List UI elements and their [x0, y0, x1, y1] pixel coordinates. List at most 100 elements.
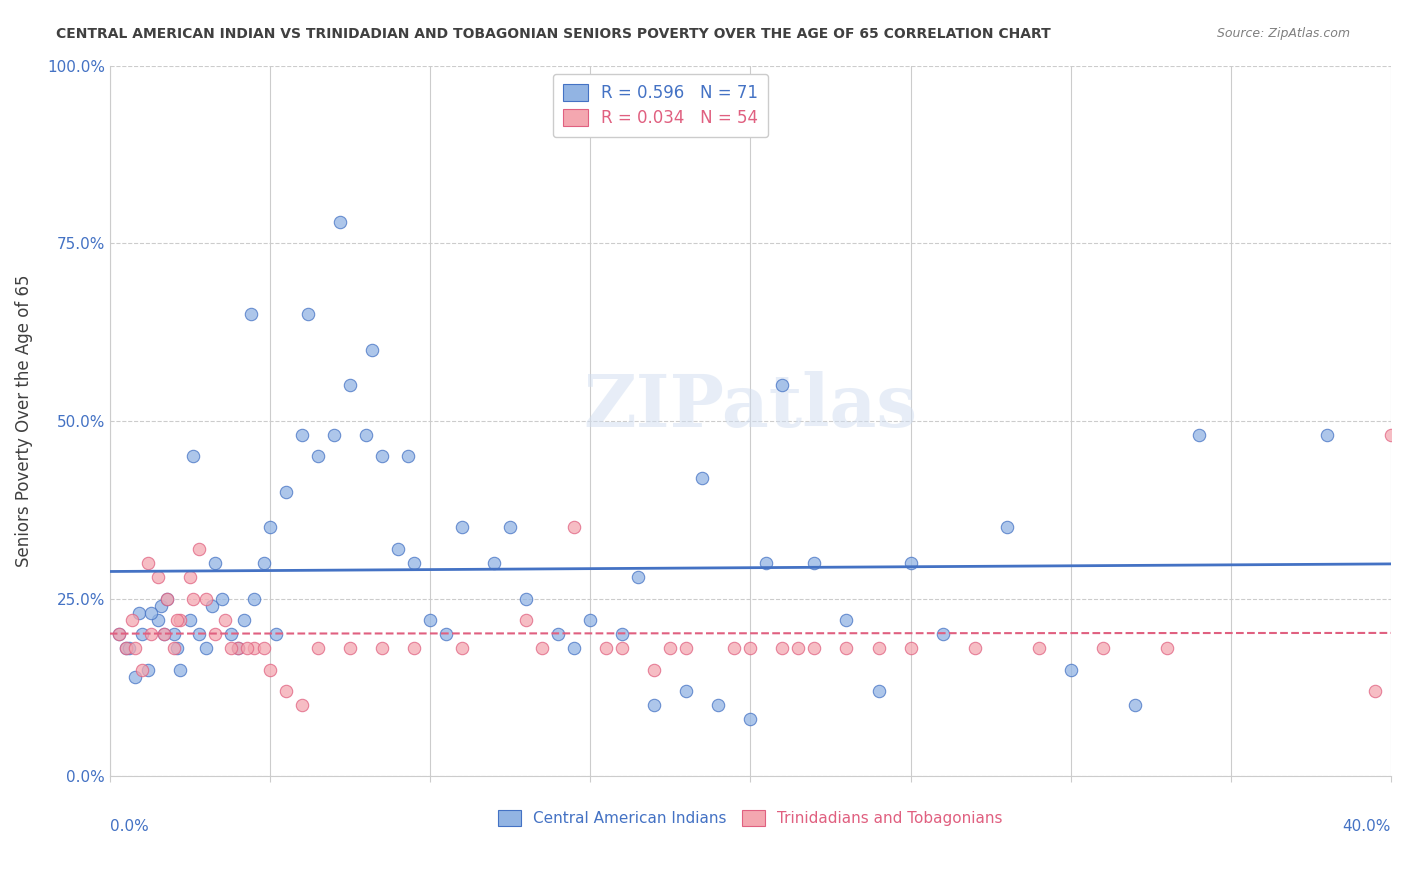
- Point: [163, 641, 186, 656]
- Point: [675, 641, 697, 656]
- Point: [181, 591, 204, 606]
- Point: [146, 613, 169, 627]
- Point: [141, 627, 163, 641]
- Point: [188, 541, 211, 556]
- Point: [482, 556, 505, 570]
- Point: [740, 641, 762, 656]
- Point: [612, 641, 634, 656]
- Point: [166, 641, 188, 656]
- Point: [371, 641, 394, 656]
- Point: [169, 663, 191, 677]
- Point: [1316, 428, 1339, 442]
- Point: [963, 641, 986, 656]
- Text: CENTRAL AMERICAN INDIAN VS TRINIDADIAN AND TOBAGONIAN SENIORS POVERTY OVER THE A: CENTRAL AMERICAN INDIAN VS TRINIDADIAN A…: [56, 27, 1052, 41]
- Point: [156, 591, 179, 606]
- Point: [579, 613, 602, 627]
- Point: [868, 641, 890, 656]
- Point: [252, 641, 274, 656]
- Point: [243, 641, 266, 656]
- Y-axis label: Seniors Poverty Over the Age of 65: Seniors Poverty Over the Age of 65: [15, 275, 32, 567]
- Point: [329, 215, 352, 229]
- Point: [740, 712, 762, 726]
- Point: [835, 613, 858, 627]
- Point: [259, 663, 281, 677]
- Point: [131, 663, 153, 677]
- Point: [169, 613, 191, 627]
- Point: [1060, 663, 1083, 677]
- Point: [297, 307, 319, 321]
- Point: [156, 591, 179, 606]
- Point: [803, 556, 825, 570]
- Point: [419, 613, 441, 627]
- Point: [136, 663, 159, 677]
- Point: [1123, 698, 1146, 713]
- Point: [124, 641, 146, 656]
- Point: [114, 641, 136, 656]
- Point: [266, 627, 288, 641]
- Point: [118, 641, 141, 656]
- Point: [274, 485, 297, 500]
- Point: [146, 570, 169, 584]
- Point: [707, 698, 730, 713]
- Point: [900, 641, 922, 656]
- Point: [239, 307, 262, 321]
- Text: ZIPatlas: ZIPatlas: [583, 371, 918, 442]
- Point: [643, 698, 665, 713]
- Point: [291, 428, 314, 442]
- Point: [221, 641, 243, 656]
- Point: [1091, 641, 1114, 656]
- Point: [204, 627, 226, 641]
- Point: [181, 450, 204, 464]
- Text: 0.0%: 0.0%: [110, 819, 149, 834]
- Point: [562, 641, 585, 656]
- Point: [1379, 428, 1402, 442]
- Point: [868, 684, 890, 698]
- Point: [339, 378, 361, 392]
- Point: [204, 556, 226, 570]
- Point: [307, 641, 329, 656]
- Point: [291, 698, 314, 713]
- Point: [274, 684, 297, 698]
- Point: [354, 428, 377, 442]
- Point: [124, 670, 146, 684]
- Point: [233, 613, 256, 627]
- Text: Source: ZipAtlas.com: Source: ZipAtlas.com: [1216, 27, 1350, 40]
- Point: [659, 641, 682, 656]
- Point: [787, 641, 810, 656]
- Point: [835, 641, 858, 656]
- Point: [643, 663, 665, 677]
- Point: [1364, 684, 1386, 698]
- Point: [307, 450, 329, 464]
- Point: [723, 641, 745, 656]
- Point: [595, 641, 617, 656]
- Point: [166, 613, 188, 627]
- Point: [163, 627, 186, 641]
- Point: [211, 591, 233, 606]
- Point: [236, 641, 259, 656]
- Point: [692, 471, 714, 485]
- Point: [252, 556, 274, 570]
- Point: [361, 343, 384, 357]
- Point: [114, 641, 136, 656]
- Point: [451, 641, 474, 656]
- Point: [770, 641, 793, 656]
- Point: [434, 627, 457, 641]
- Point: [108, 627, 131, 641]
- Point: [387, 541, 409, 556]
- Point: [153, 627, 176, 641]
- Point: [323, 428, 346, 442]
- Point: [128, 606, 150, 620]
- Legend: Central American Indians, Trinidadians and Tobagonians: Central American Indians, Trinidadians a…: [492, 805, 1008, 832]
- Point: [803, 641, 825, 656]
- Point: [108, 627, 131, 641]
- Point: [562, 520, 585, 534]
- Point: [179, 570, 201, 584]
- Point: [402, 641, 425, 656]
- Point: [1156, 641, 1178, 656]
- Point: [900, 556, 922, 570]
- Point: [547, 627, 569, 641]
- Point: [214, 613, 236, 627]
- Point: [226, 641, 249, 656]
- Point: [153, 627, 176, 641]
- Point: [121, 613, 143, 627]
